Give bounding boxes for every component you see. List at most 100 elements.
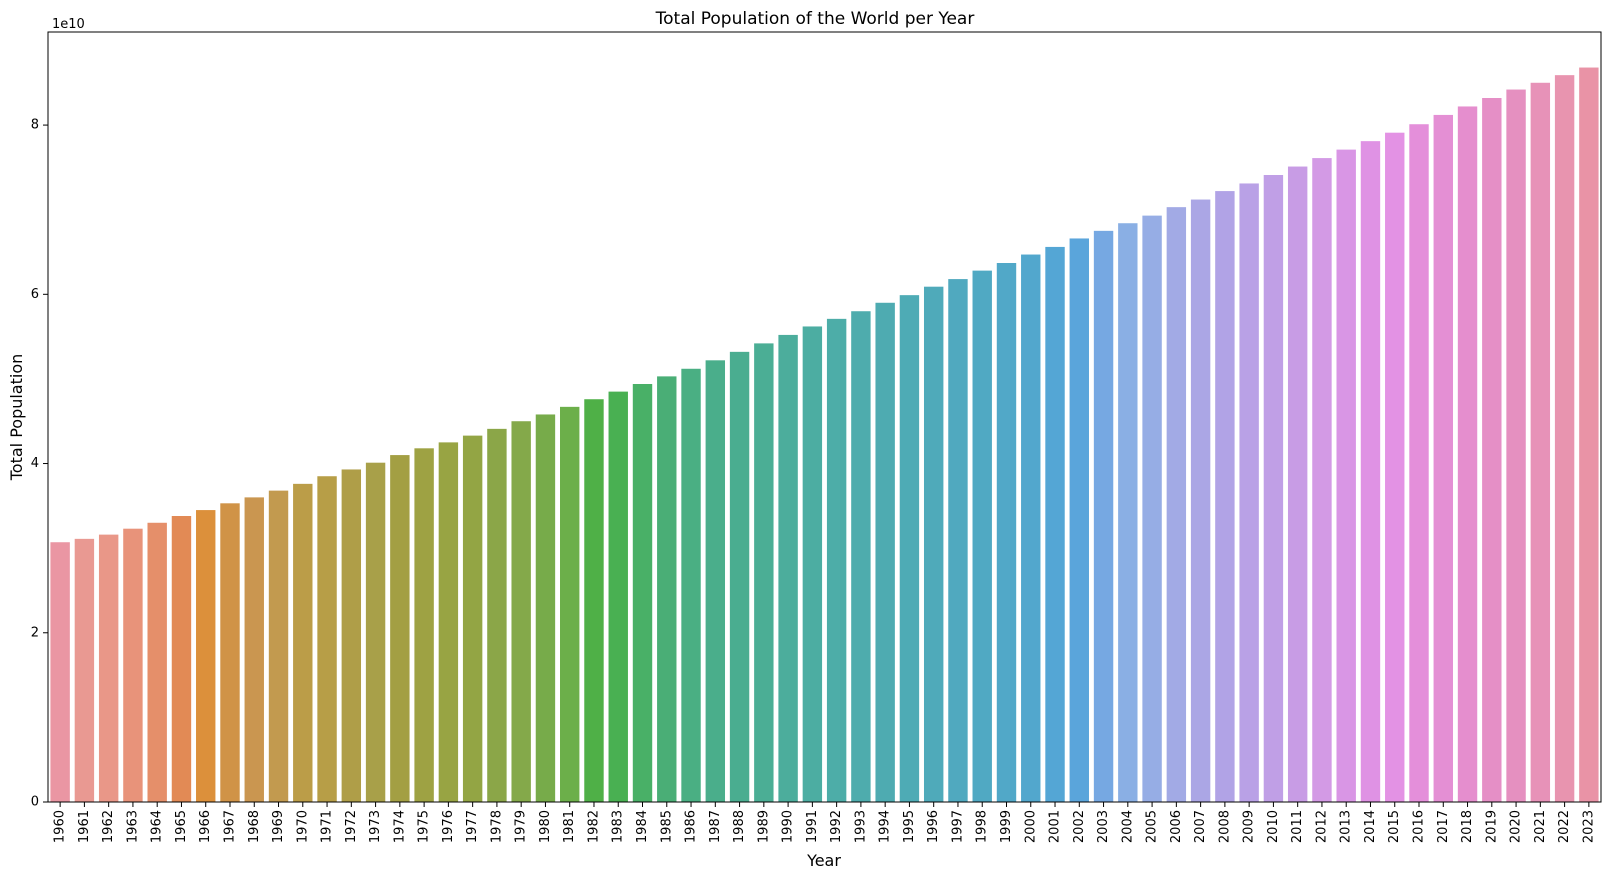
bar-2007: [1190, 199, 1211, 803]
bar-1986: [681, 368, 701, 802]
x-tick-label-2007: 2007: [1193, 810, 1208, 843]
x-tick-label-1989: 1989: [756, 810, 771, 843]
bar-1966: [196, 510, 216, 802]
y-tick-label-0: 0: [31, 795, 39, 810]
x-tick-label-1971: 1971: [320, 810, 335, 843]
bar-2004: [1118, 223, 1138, 803]
y-axis: 0 2 4 6 8: [31, 118, 48, 810]
bar-1997: [948, 279, 968, 803]
bar-1983: [608, 391, 628, 802]
bar-1984: [632, 384, 653, 802]
bar-1971: [317, 476, 337, 802]
y-tick-label-4: 4: [31, 456, 39, 471]
bar-2002: [1069, 238, 1089, 802]
bar-2022: [1554, 75, 1575, 802]
x-tick-label-1973: 1973: [368, 810, 383, 843]
bar-2005: [1142, 215, 1162, 802]
x-tick-label-1987: 1987: [708, 810, 723, 843]
x-tick-label-2017: 2017: [1436, 810, 1451, 843]
x-tick-label-1991: 1991: [805, 810, 820, 843]
x-tick-label-2019: 2019: [1484, 810, 1499, 843]
x-tick-label-2003: 2003: [1096, 810, 1111, 843]
bar-1998: [972, 270, 992, 802]
bar-1974: [390, 455, 410, 802]
bar-2012: [1312, 158, 1332, 802]
x-tick-label-2010: 2010: [1266, 810, 1281, 843]
bar-2014: [1360, 141, 1381, 802]
y-offset-label: 1e10: [52, 17, 85, 32]
bar-1976: [438, 442, 459, 802]
plot-frame: [47, 31, 1602, 803]
x-tick-label-1994: 1994: [878, 810, 893, 843]
bar-1975: [414, 448, 434, 802]
x-tick-label-1970: 1970: [295, 810, 310, 843]
chart-title: Total Population of the World per Year: [655, 9, 975, 29]
x-tick-label-1999: 1999: [999, 810, 1014, 843]
x-tick-label-2013: 2013: [1339, 810, 1354, 843]
bar-2006: [1166, 207, 1187, 802]
bar-1965: [171, 516, 192, 802]
x-tick-label-1985: 1985: [659, 810, 674, 843]
x-tick-label-1969: 1969: [271, 810, 286, 843]
bar-1963: [123, 528, 143, 802]
x-tick-label-1993: 1993: [853, 810, 868, 843]
x-tick-label-1986: 1986: [684, 810, 699, 843]
bar-1969: [268, 490, 289, 802]
x-tick-label-2009: 2009: [1242, 810, 1257, 843]
x-tick-label-2011: 2011: [1290, 810, 1305, 843]
bar-1989: [754, 343, 774, 802]
x-tick-label-1988: 1988: [732, 810, 747, 843]
bar-1968: [244, 497, 264, 802]
bar-2018: [1457, 106, 1478, 802]
x-tick-label-1978: 1978: [489, 810, 504, 843]
bar-2021: [1530, 82, 1551, 802]
bar-2008: [1215, 191, 1235, 802]
bar-2013: [1336, 149, 1356, 802]
bar-1967: [220, 503, 240, 802]
bar-2019: [1482, 98, 1502, 802]
x-tick-label-1968: 1968: [247, 810, 262, 843]
x-tick-label-2022: 2022: [1557, 810, 1572, 843]
x-tick-label-1982: 1982: [586, 810, 601, 843]
bar-1985: [657, 376, 677, 802]
x-tick-label-1966: 1966: [198, 810, 213, 843]
bar-1979: [511, 421, 531, 802]
x-tick-label-1977: 1977: [465, 810, 480, 843]
x-tick-label-1962: 1962: [101, 810, 116, 843]
x-tick-label-1980: 1980: [538, 810, 553, 843]
x-tick-label-2020: 2020: [1509, 810, 1524, 843]
x-tick-label-2016: 2016: [1412, 810, 1427, 843]
x-axis-title: Year: [806, 851, 841, 870]
bar-1970: [293, 483, 313, 802]
bar-2009: [1239, 183, 1259, 802]
y-tick-label-6: 6: [31, 287, 39, 302]
x-tick-label-1979: 1979: [514, 810, 529, 843]
bar-1987: [705, 360, 726, 802]
x-tick-label-2008: 2008: [1217, 810, 1232, 843]
bar-1994: [875, 302, 895, 802]
x-tick-label-2014: 2014: [1363, 810, 1378, 843]
x-tick-label-2002: 2002: [1072, 810, 1087, 843]
x-tick-label-1984: 1984: [635, 810, 650, 843]
x-tick-label-1961: 1961: [77, 810, 92, 843]
bar-2020: [1506, 89, 1526, 803]
bar-1960: [50, 542, 70, 802]
bar-group: [50, 67, 1599, 803]
x-tick-label-1997: 1997: [950, 810, 965, 843]
x-tick-label-2018: 2018: [1460, 810, 1475, 843]
bar-1961: [74, 538, 95, 802]
bar-1977: [462, 435, 483, 802]
bar-1995: [899, 295, 920, 802]
bar-1992: [826, 318, 847, 802]
bar-1981: [560, 406, 580, 802]
x-tick-label-1963: 1963: [125, 810, 140, 843]
y-axis-title: Total Population: [7, 354, 26, 482]
x-tick-label-2015: 2015: [1387, 810, 1402, 843]
bar-2015: [1385, 132, 1405, 802]
bar-2001: [1045, 246, 1065, 803]
bar-1982: [584, 399, 604, 802]
bar-1964: [147, 522, 167, 802]
x-tick-label-1975: 1975: [417, 810, 432, 843]
bar-2000: [1021, 254, 1041, 803]
